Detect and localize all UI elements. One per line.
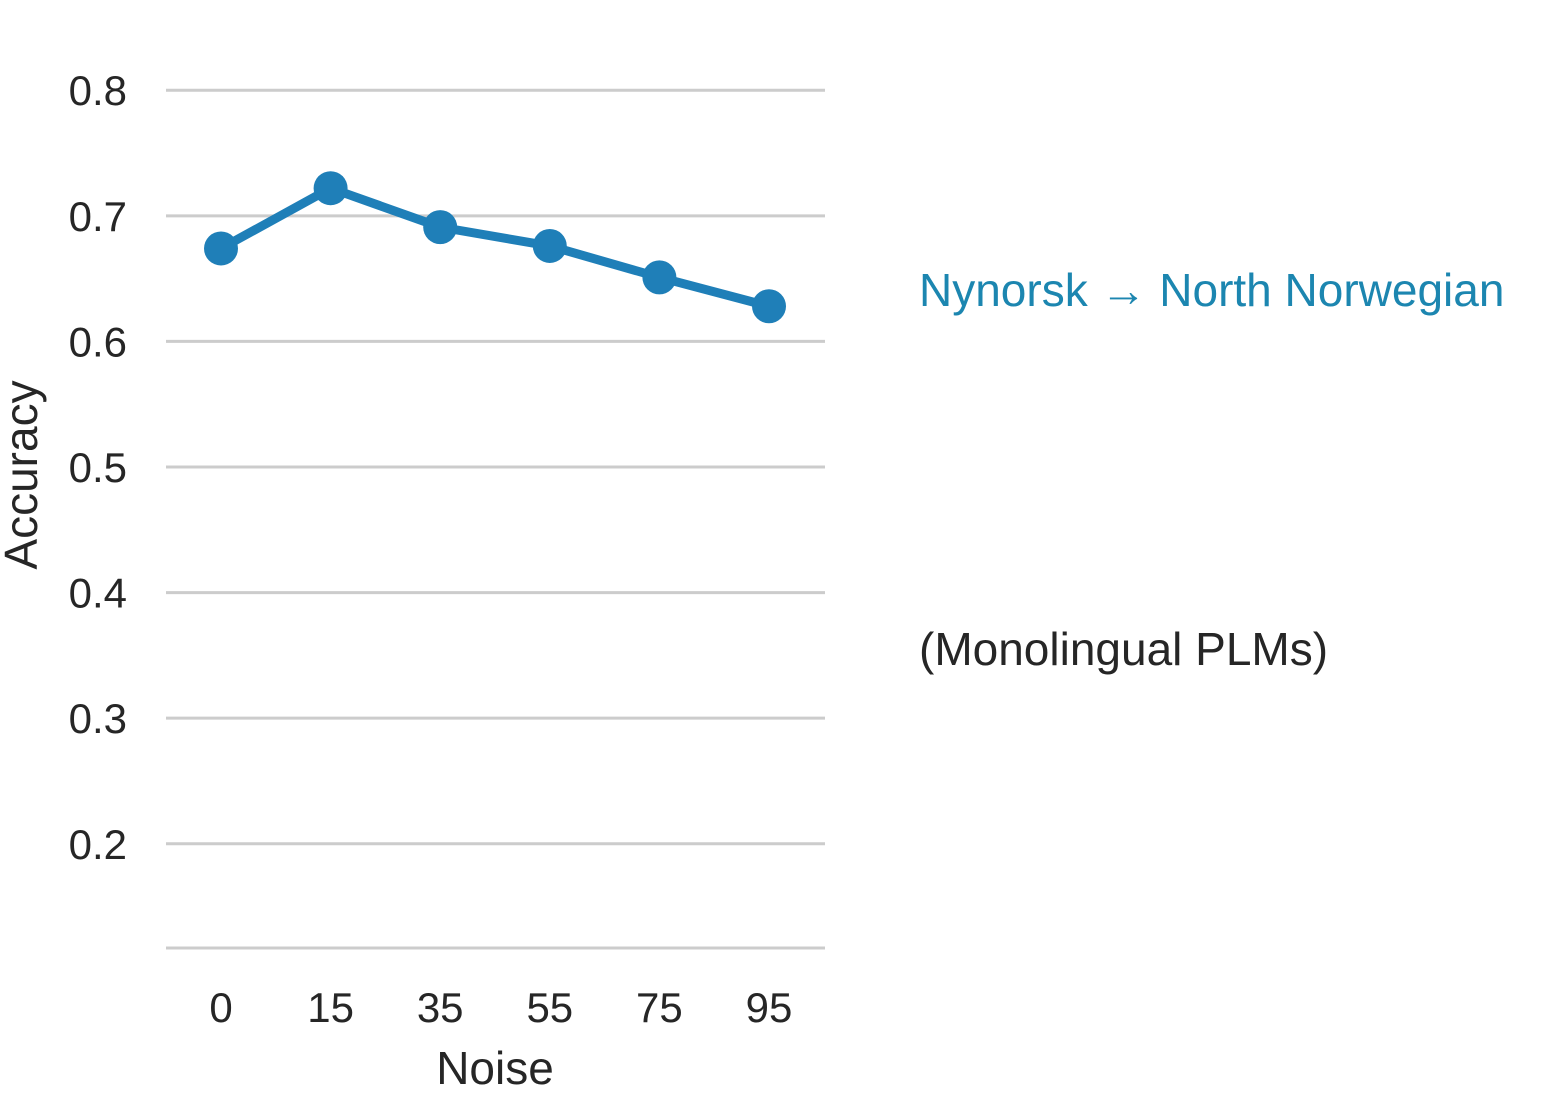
data-point-0 — [204, 231, 238, 266]
y-tick-0.5: 0.5 — [69, 444, 127, 491]
series-name-annotation: Nynorsk → North Norwegian — [919, 264, 1504, 316]
grid-lines — [166, 88, 825, 950]
model-type-annotation: (Monolingual PLMs) — [919, 623, 1328, 675]
x-tick-75: 75 — [636, 984, 683, 1031]
y-tick-0.8: 0.8 — [69, 67, 127, 114]
y-axis-label: Accuracy — [0, 380, 47, 569]
x-tick-35: 35 — [417, 984, 464, 1031]
x-tick-15: 15 — [307, 984, 354, 1031]
y-tick-0.3: 0.3 — [69, 695, 127, 742]
x-tick-0: 0 — [209, 984, 232, 1031]
y-tick-labels: 0.2 0.3 0.4 0.5 0.6 0.7 0.8 — [69, 67, 127, 868]
data-point-55 — [532, 228, 567, 263]
x-axis-label: Noise — [436, 1042, 554, 1094]
data-point-95 — [752, 289, 786, 324]
data-point-15 — [313, 171, 348, 206]
y-tick-0.4: 0.4 — [69, 570, 127, 617]
x-tick-55: 55 — [526, 984, 573, 1031]
y-tick-0.7: 0.7 — [69, 193, 127, 240]
data-point-75 — [642, 260, 677, 295]
x-tick-labels: 0 15 35 55 75 95 — [209, 984, 792, 1031]
series-line — [216, 183, 774, 311]
x-tick-95: 95 — [746, 984, 793, 1031]
y-tick-0.6: 0.6 — [69, 318, 127, 365]
series-layer — [204, 171, 786, 324]
y-tick-0.2: 0.2 — [69, 821, 127, 868]
data-point-35 — [423, 210, 458, 245]
